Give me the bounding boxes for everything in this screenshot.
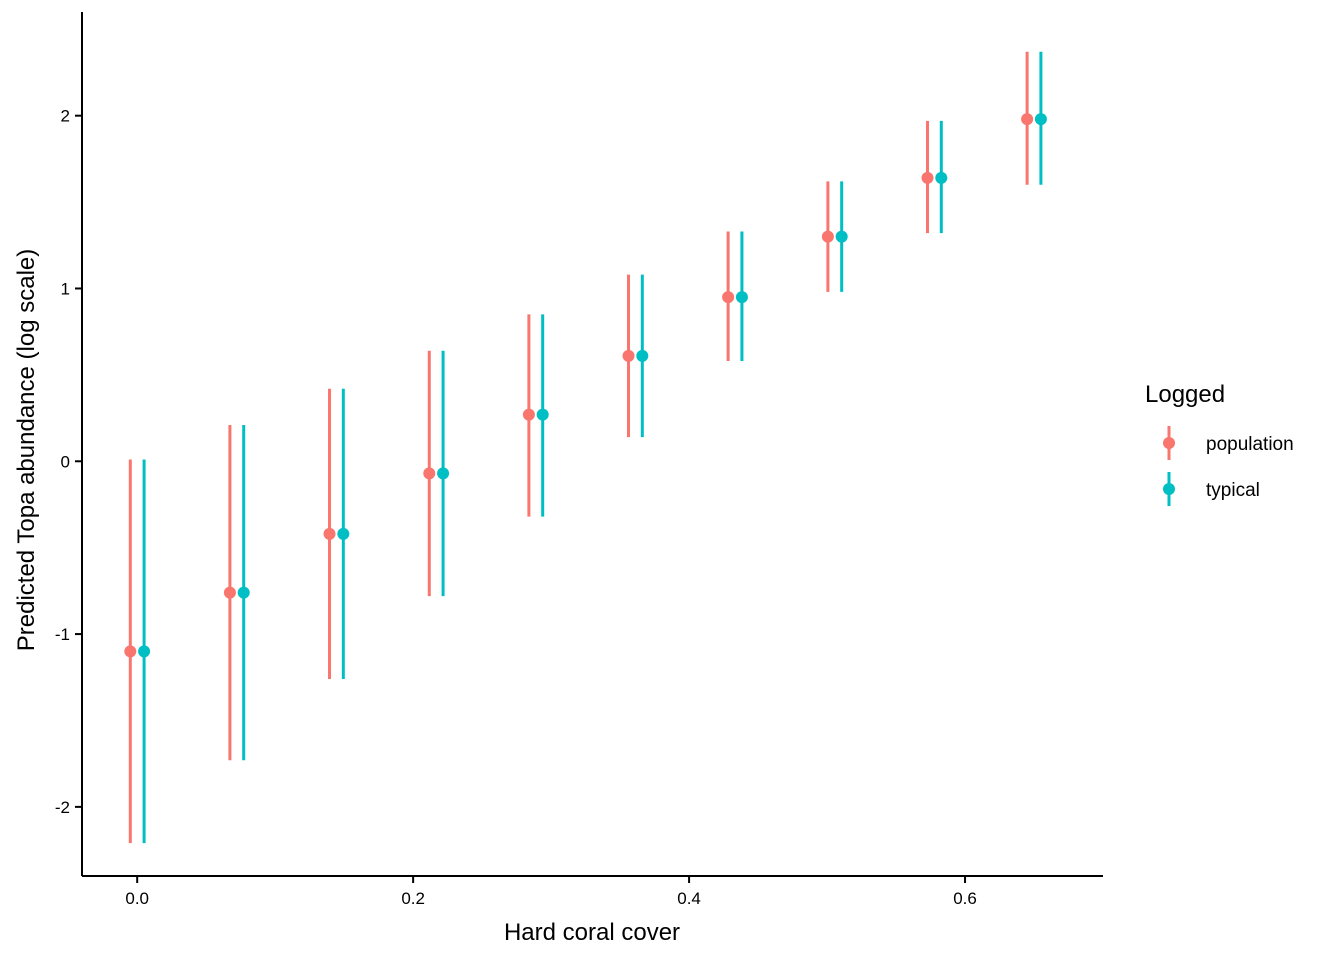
data-point [423,467,436,480]
data-point [735,291,748,304]
y-tick-label: -1 [55,625,70,644]
data-point [1034,113,1047,126]
y-tick-label: 0 [61,452,70,471]
legend-label: population [1206,434,1294,455]
data-point [536,408,549,421]
data-point [1021,113,1034,126]
legend-key-point [1163,483,1175,495]
data-point [323,527,336,540]
data-point [138,645,151,658]
axes [81,12,1103,877]
y-axis-title: Predicted Topa abundance (log scale) [13,249,40,652]
y-axis-ticks: -2 -1 0 1 2 [55,107,82,817]
data-point [921,171,934,184]
plot-area [124,51,1047,844]
legend-item-population: population [1163,426,1294,460]
legend-title: Logged [1145,381,1225,408]
data-point [622,349,635,362]
data-point [337,527,350,540]
data-point [821,230,834,243]
data-point [124,645,137,658]
y-tick-label: 1 [61,279,70,298]
legend-key-point [1163,437,1175,449]
y-tick-label: -2 [55,798,70,817]
x-tick-label: 0.2 [401,889,425,908]
legend: Logged population typical [1145,381,1294,506]
data-point [437,467,450,480]
data-point [722,291,735,304]
data-point [522,408,535,421]
legend-label: typical [1206,480,1260,501]
data-point [935,171,948,184]
data-point [636,349,649,362]
x-tick-label: 0.4 [677,889,701,908]
legend-item-typical: typical [1163,472,1260,506]
x-tick-label: 0.0 [125,889,149,908]
x-tick-label: 0.6 [953,889,977,908]
data-point [223,586,236,599]
series-population [124,51,1034,844]
data-point [835,230,848,243]
x-axis-ticks: 0.0 0.2 0.4 0.6 [125,876,977,908]
y-tick-label: 2 [61,107,70,126]
x-axis-title: Hard coral cover [504,919,680,946]
data-point [237,586,250,599]
series-typical [138,51,1047,844]
